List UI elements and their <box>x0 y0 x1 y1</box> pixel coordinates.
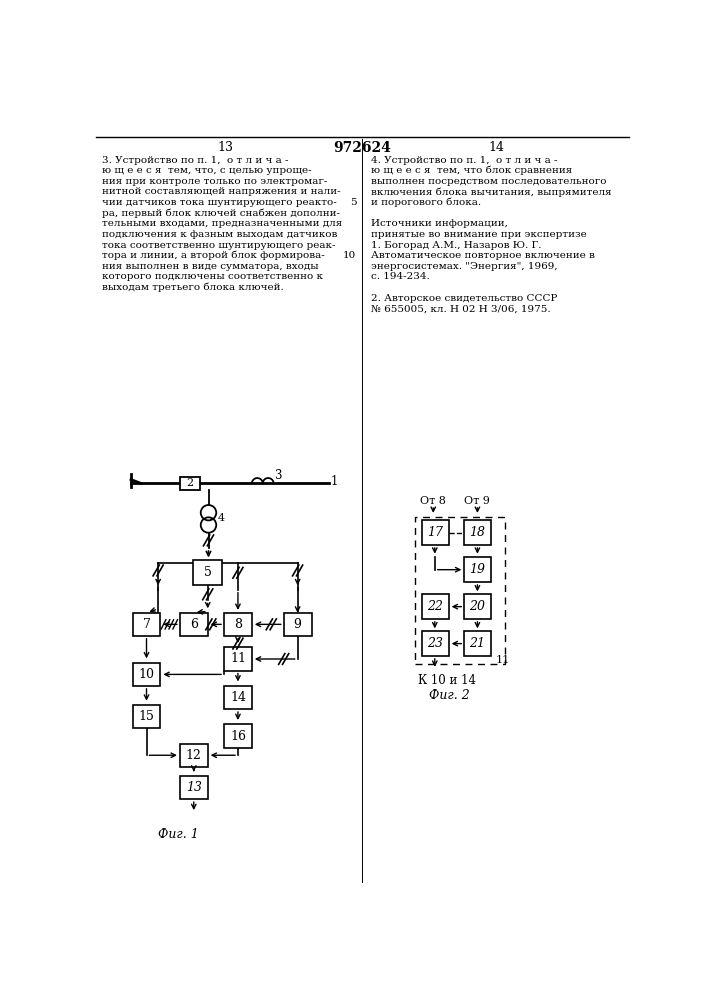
Text: чии датчиков тока шунтирующего реакто-: чии датчиков тока шунтирующего реакто- <box>103 198 337 207</box>
Text: 8: 8 <box>234 618 242 631</box>
Bar <box>132 663 160 686</box>
Text: 4. Устройство по п. 1,  о т л и ч а -: 4. Устройство по п. 1, о т л и ч а - <box>371 156 558 165</box>
Text: 1. Богорад А.М., Назаров Ю. Г.: 1. Богорад А.М., Назаров Ю. Г. <box>371 241 542 250</box>
Bar <box>464 557 491 582</box>
Text: подключения к фазным выходам датчиков: подключения к фазным выходам датчиков <box>103 230 338 239</box>
Text: тока соответственно шунтирующего реак-: тока соответственно шунтирующего реак- <box>103 241 336 250</box>
Text: 21: 21 <box>469 637 486 650</box>
Text: 9: 9 <box>293 618 302 631</box>
Text: 7: 7 <box>143 618 151 631</box>
Text: 22: 22 <box>427 600 443 613</box>
Text: 20: 20 <box>469 600 486 613</box>
Bar <box>224 724 252 748</box>
Bar <box>180 776 208 799</box>
Text: 14: 14 <box>230 691 246 704</box>
Bar <box>224 613 252 636</box>
Bar <box>132 705 160 728</box>
Text: 13: 13 <box>186 781 201 794</box>
Text: и порогового блока.: и порогового блока. <box>371 198 481 207</box>
Text: 1: 1 <box>331 475 339 488</box>
Text: 2: 2 <box>187 478 194 488</box>
Bar <box>416 517 505 664</box>
Text: выходам третьего блока ключей.: выходам третьего блока ключей. <box>103 283 284 292</box>
Text: 10: 10 <box>344 251 356 260</box>
Bar <box>421 631 449 656</box>
Text: 15: 15 <box>139 710 154 723</box>
Bar <box>421 520 449 545</box>
Text: тора и линии, а второй блок формирова-: тора и линии, а второй блок формирова- <box>103 251 325 260</box>
Text: 13: 13 <box>218 141 233 154</box>
Text: Источники информации,: Источники информации, <box>371 219 508 228</box>
Bar <box>180 477 200 490</box>
Text: принятые во внимание при экспертизе: принятые во внимание при экспертизе <box>371 230 587 239</box>
Text: 19: 19 <box>469 563 486 576</box>
Text: 3: 3 <box>274 469 282 482</box>
Text: 10: 10 <box>139 668 155 681</box>
Bar <box>284 613 312 636</box>
Bar <box>180 744 208 767</box>
Text: Фиг. 1: Фиг. 1 <box>158 828 199 841</box>
Text: которого подключены соответственно к: которого подключены соответственно к <box>103 272 323 281</box>
Text: ю щ е е с я  тем, что, с целью упроще-: ю щ е е с я тем, что, с целью упроще- <box>103 166 312 175</box>
Text: выполнен посредством последовательного: выполнен посредством последовательного <box>371 177 607 186</box>
Text: 12: 12 <box>186 749 201 762</box>
Text: 18: 18 <box>469 526 486 539</box>
Text: ния при контроле только по электромаг-: ния при контроле только по электромаг- <box>103 177 328 186</box>
Bar <box>421 594 449 619</box>
Text: 14: 14 <box>489 141 505 154</box>
Bar <box>464 520 491 545</box>
Text: 6: 6 <box>189 618 198 631</box>
Bar <box>132 613 160 636</box>
Text: ра, первый блок ключей снабжен дополни-: ра, первый блок ключей снабжен дополни- <box>103 208 340 218</box>
Text: 5: 5 <box>350 198 356 207</box>
Text: 23: 23 <box>427 637 443 650</box>
Text: От 9: От 9 <box>464 496 491 506</box>
Text: нитной составляющей напряжения и нали-: нитной составляющей напряжения и нали- <box>103 187 341 196</box>
Text: 3. Устройство по п. 1,  о т л и ч а -: 3. Устройство по п. 1, о т л и ч а - <box>103 156 289 165</box>
Text: 4: 4 <box>218 513 225 523</box>
Bar <box>224 686 252 709</box>
Text: 5: 5 <box>204 566 211 579</box>
Bar <box>464 631 491 656</box>
Bar <box>464 594 491 619</box>
Bar <box>224 647 252 671</box>
Text: 11: 11 <box>495 655 510 665</box>
Text: 972624: 972624 <box>333 141 391 155</box>
Text: № 655005, кл. Н 02 Н 3/06, 1975.: № 655005, кл. Н 02 Н 3/06, 1975. <box>371 304 551 313</box>
Text: ния выполнен в виде сумматора, входы: ния выполнен в виде сумматора, входы <box>103 262 319 271</box>
Text: с. 194-234.: с. 194-234. <box>371 272 430 281</box>
Text: 16: 16 <box>230 730 246 742</box>
Text: включения блока вычитания, выпрямителя: включения блока вычитания, выпрямителя <box>371 187 612 197</box>
Text: Фиг. 2: Фиг. 2 <box>429 689 470 702</box>
Text: Автоматическое повторное включение в: Автоматическое повторное включение в <box>371 251 595 260</box>
Bar <box>180 613 208 636</box>
Bar <box>193 560 223 585</box>
Text: 11: 11 <box>230 652 246 666</box>
Text: От 8: От 8 <box>421 496 446 506</box>
Text: энергосистемах. "Энергия", 1969,: энергосистемах. "Энергия", 1969, <box>371 262 558 271</box>
Text: тельными входами, предназначенными для: тельными входами, предназначенными для <box>103 219 343 228</box>
Text: ю щ е е с я  тем, что блок сравнения: ю щ е е с я тем, что блок сравнения <box>371 166 573 175</box>
Text: 17: 17 <box>427 526 443 539</box>
Text: 2. Авторское свидетельство СССР: 2. Авторское свидетельство СССР <box>371 294 558 303</box>
Text: К 10 и 14: К 10 и 14 <box>418 674 476 687</box>
